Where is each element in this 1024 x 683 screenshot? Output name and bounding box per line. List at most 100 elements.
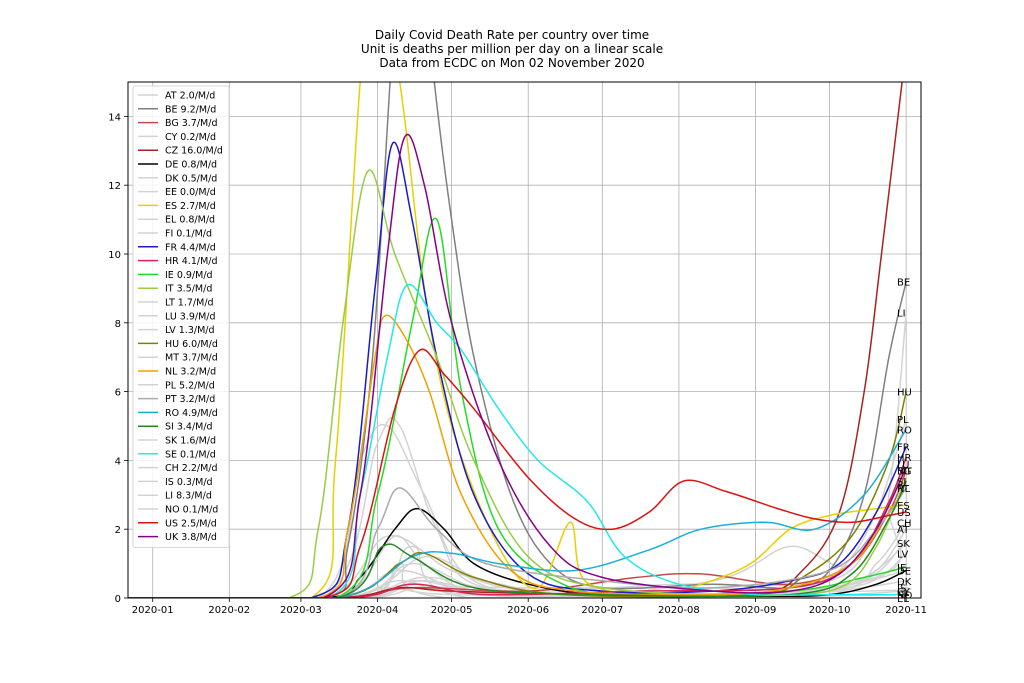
legend-entry-bg: BG 3.7/M/d	[165, 118, 217, 129]
legend-entry-be: BE 9.2/M/d	[165, 104, 216, 115]
end-label-pl: PL	[897, 415, 909, 426]
end-label-ee: EE	[897, 594, 910, 605]
x-tick-label: 2020-06	[507, 605, 549, 616]
legend-entry-fi: FI 0.1/M/d	[165, 229, 212, 240]
end-label-mt: MT	[897, 467, 913, 478]
legend-entry-it: IT 3.5/M/d	[165, 284, 212, 295]
legend: AT 2.0/M/d BE 9.2/M/d BG 3.7/M/d CY 0.2/M/d…	[132, 85, 230, 548]
title-line-2: Unit is deaths per million per day on a …	[360, 42, 664, 56]
x-tick-label: 2020-09	[735, 605, 777, 616]
end-label-is: IS	[897, 584, 906, 595]
x-tick-label: 2020-10	[809, 605, 851, 616]
end-label-us: US	[897, 508, 911, 519]
legend-entry-lu: LU 3.9/M/d	[165, 311, 216, 322]
end-label-at: AT	[897, 525, 910, 536]
legend-entry-us: US 2.5/M/d	[165, 518, 217, 529]
end-label-se: SE	[897, 591, 910, 602]
legend-entry-at: AT 2.0/M/d	[165, 91, 215, 102]
legend-entry-ch: CH 2.2/M/d	[165, 463, 218, 474]
end-label-es: ES	[897, 501, 910, 512]
legend-entry-el: EL 0.8/M/d	[165, 215, 215, 226]
series-line-us	[128, 348, 907, 598]
legend-entry-nl: NL 3.2/M/d	[165, 367, 216, 378]
end-label-ch: CH	[897, 518, 912, 529]
series-line-is	[128, 562, 912, 598]
legend-entry-is: IS 0.3/M/d	[165, 477, 213, 488]
end-label-ro: RO	[897, 425, 912, 436]
series-line-lu	[128, 416, 907, 598]
x-tick-label: 2020-01	[132, 605, 174, 616]
legend-entry-no: NO 0.1/M/d	[165, 505, 218, 516]
series-line-bg	[128, 470, 907, 598]
x-tick-label: 2020-05	[431, 605, 473, 616]
end-label-ie: IE	[897, 563, 906, 574]
series-line-be	[128, 82, 907, 598]
x-tick-label: 2020-07	[581, 605, 623, 616]
end-label-dk: DK	[897, 577, 912, 588]
legend-entry-pt: PT 3.2/M/d	[165, 394, 215, 405]
series-line-it	[128, 169, 907, 598]
y-tick-label: 6	[115, 388, 121, 399]
series-line-uk	[128, 133, 907, 598]
legend-entry-de: DE 0.8/M/d	[165, 160, 217, 171]
end-label-hu: HU	[897, 388, 912, 399]
legend-entry-pl: PL 5.2/M/d	[165, 380, 215, 391]
end-label-nl: NL	[897, 484, 910, 495]
end-label-si: SI	[897, 477, 906, 488]
legend-entry-fr: FR 4.4/M/d	[165, 242, 216, 253]
x-tick-label: 2020-03	[280, 605, 322, 616]
series-line-si	[128, 480, 907, 598]
y-tick-label: 12	[108, 181, 121, 192]
legend-entry-dk: DK 0.5/M/d	[165, 173, 217, 184]
end-label-li: LI	[897, 308, 906, 319]
legend-entry-si: SI 3.4/M/d	[165, 422, 213, 433]
end-label-pt: PT	[897, 484, 910, 495]
legend-entry-cz: CZ 16.0/M/d	[165, 146, 223, 157]
series-line-pt	[128, 487, 907, 598]
y-tick-label: 8	[115, 319, 121, 330]
end-label-lv: LV	[897, 549, 908, 560]
x-tick-label: 2020-02	[208, 605, 250, 616]
end-label-be: BE	[897, 278, 910, 289]
y-tick-label: 0	[115, 594, 121, 605]
legend-entry-ro: RO 4.9/M/d	[165, 408, 218, 419]
y-tick-label: 2	[115, 525, 121, 536]
title-line-3: Data from ECDC on Mon 02 November 2020	[379, 56, 645, 70]
legend-entry-sk: SK 1.6/M/d	[165, 436, 216, 447]
legend-entry-uk: UK 3.8/M/d	[165, 532, 217, 543]
series-line-es	[128, 82, 907, 598]
legend-entry-lt: LT 1.7/M/d	[165, 298, 214, 309]
plot-frame	[127, 81, 922, 599]
legend-entry-ee: EE 0.0/M/d	[165, 187, 216, 198]
legend-entry-li: LI 8.3/M/d	[165, 491, 212, 502]
end-label-no: NO	[897, 591, 912, 602]
end-label-lu: LU	[897, 460, 909, 471]
axes: 0 2 4 6 8 10 12 14 2020-01 2020-02 2020-03 2020-04 2…	[108, 112, 927, 616]
end-label-cy: CY	[897, 587, 911, 598]
legend-entry-hr: HR 4.1/M/d	[165, 256, 218, 267]
y-tick-label: 10	[108, 250, 121, 261]
end-label-hr: HR	[897, 453, 912, 464]
x-tick-label: 2020-04	[357, 605, 399, 616]
end-label-fr: FR	[897, 443, 910, 454]
legend-entry-lv: LV 1.3/M/d	[165, 325, 215, 336]
series-line-ie	[128, 217, 907, 598]
series-line-ch	[128, 423, 907, 598]
series-layer	[128, 82, 912, 598]
x-tick-label: 2020-11	[885, 605, 927, 616]
legend-entry-cy: CY 0.2/M/d	[165, 132, 216, 143]
legend-box	[132, 85, 230, 548]
series-line-se	[128, 283, 907, 598]
legend-entry-ie: IE 0.9/M/d	[165, 270, 213, 281]
title-line-1: Daily Covid Death Rate per country over …	[374, 28, 650, 42]
grid	[128, 82, 921, 599]
end-label-sk: SK	[897, 539, 910, 550]
series-line-mt	[128, 470, 907, 598]
end-label-bg: BG	[897, 467, 911, 478]
legend-entry-hu: HU 6.0/M/d	[165, 339, 218, 350]
y-tick-label: 4	[115, 456, 121, 467]
legend-entry-es: ES 2.7/M/d	[165, 201, 216, 212]
legend-entry-mt: MT 3.7/M/d	[165, 353, 218, 364]
